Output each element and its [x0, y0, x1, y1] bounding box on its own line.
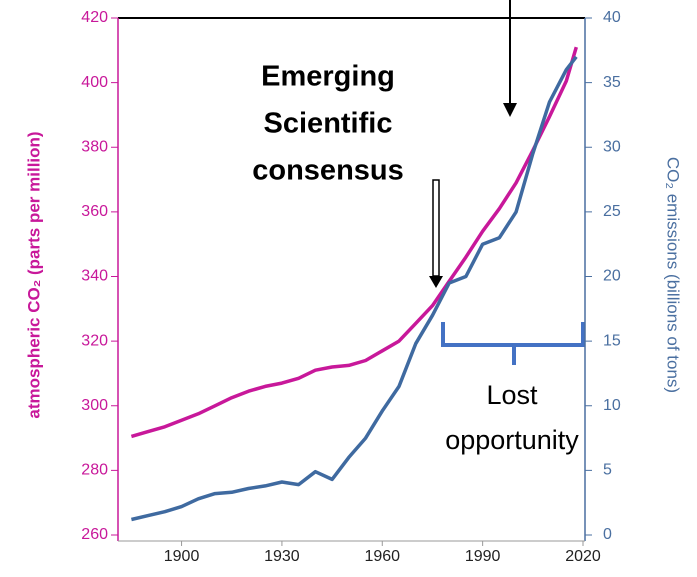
y2-tick-label: 35: [603, 74, 621, 91]
annotation: Scientific: [264, 108, 393, 140]
y-tick-label: 300: [81, 397, 108, 414]
annotation: Emerging: [261, 61, 395, 93]
y-axis-label: atmospheric CO₂ (parts per million): [24, 131, 43, 418]
y2-axis-label: CO₂ emissions (billions of tons): [664, 157, 683, 393]
annotation: consensus: [252, 155, 404, 187]
bracket: [441, 322, 585, 365]
y2-tick-label: 0: [603, 526, 612, 543]
arrowhead: [503, 103, 517, 117]
annotation: opportunity: [445, 425, 579, 455]
x-tick-label: 2020: [565, 548, 601, 565]
y-tick-label: 260: [81, 526, 108, 543]
y-tick-label: 420: [81, 9, 108, 26]
annotation: Lost: [486, 380, 538, 410]
arrow: [432, 179, 440, 277]
y-tick-label: 320: [81, 332, 108, 349]
y-tick-label: 360: [81, 203, 108, 220]
y-tick-label: 280: [81, 462, 108, 479]
y2-tick-label: 5: [603, 462, 612, 479]
x-tick-label: 1900: [164, 548, 200, 565]
series-line: [131, 55, 578, 522]
y-tick-label: 380: [81, 138, 108, 155]
y2-tick-label: 10: [603, 397, 621, 414]
x-tick-label: 1990: [465, 548, 501, 565]
y2-tick-label: 15: [603, 332, 621, 349]
y2-tick-label: 20: [603, 268, 621, 285]
y-tick-label: 340: [81, 268, 108, 285]
y2-tick-label: 25: [603, 203, 621, 220]
arrowhead: [429, 276, 443, 288]
y2-tick-label: 30: [603, 138, 621, 155]
y2-tick-label: 40: [603, 9, 621, 26]
x-tick-label: 1960: [364, 548, 400, 565]
series-line: [130, 46, 578, 439]
y-tick-label: 400: [81, 74, 108, 91]
x-tick-label: 1930: [264, 548, 300, 565]
